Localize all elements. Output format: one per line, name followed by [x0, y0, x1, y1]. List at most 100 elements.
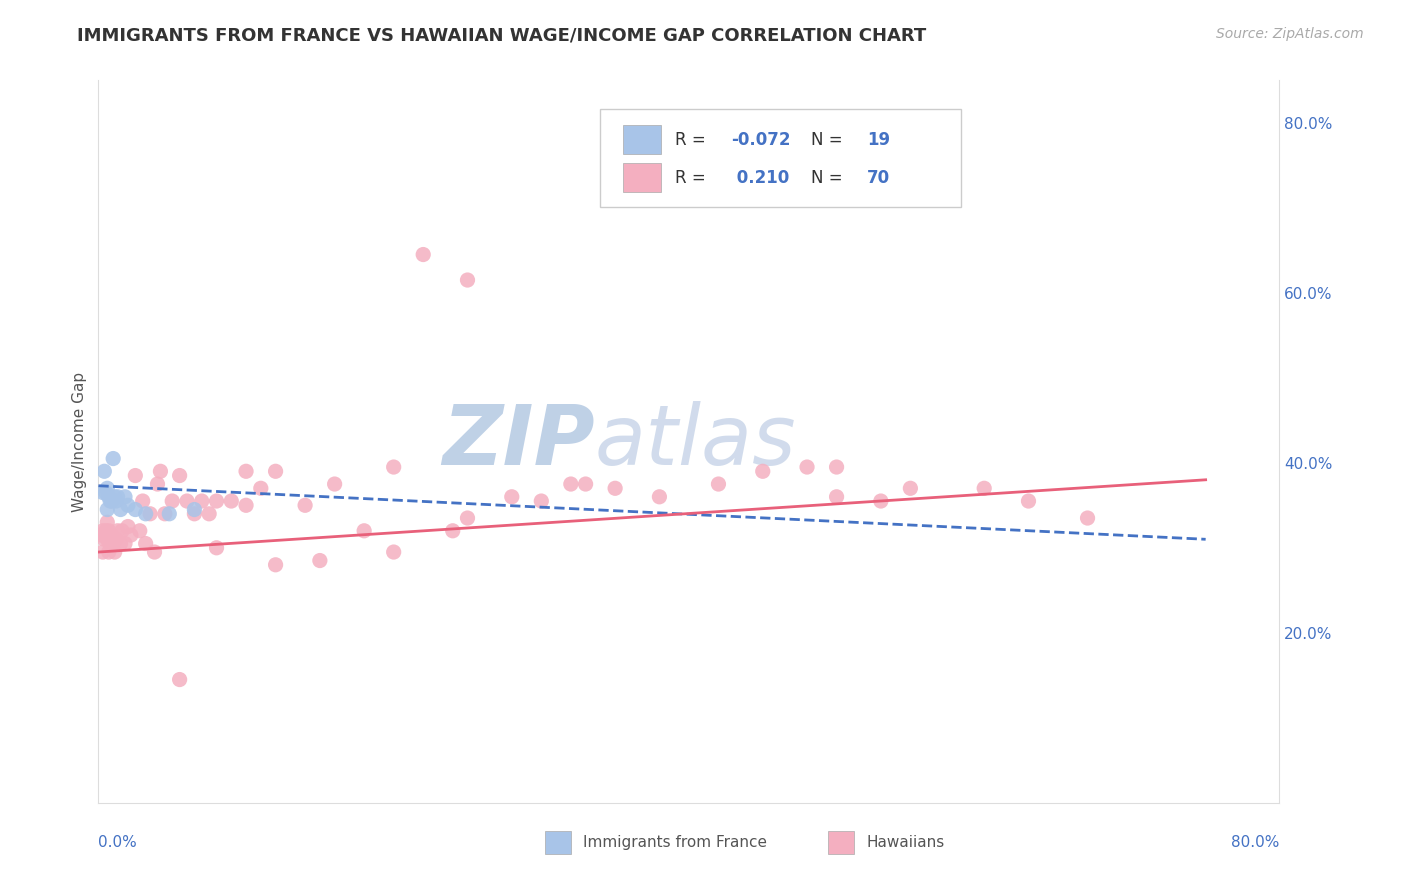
Bar [546, 831, 571, 855]
Y-axis label: Wage/Income Gap: Wage/Income Gap [72, 371, 87, 512]
Point [294, 498, 316, 512]
Point [183, 507, 205, 521]
Point [90, 528, 112, 542]
Point [114, 490, 136, 504]
Point [91, 545, 114, 559]
Point [157, 507, 180, 521]
Point [796, 460, 818, 475]
Point [235, 498, 257, 512]
Text: ZIP: ZIP [441, 401, 595, 482]
Text: atlas: atlas [595, 401, 796, 482]
Point [264, 464, 287, 478]
Point [103, 536, 125, 550]
Point [107, 490, 129, 504]
Point [96, 516, 118, 530]
Text: 19: 19 [868, 131, 890, 149]
Point [162, 494, 183, 508]
Point [221, 494, 243, 508]
Point [124, 468, 146, 483]
Point [149, 464, 172, 478]
Point [107, 524, 129, 538]
Text: 70: 70 [868, 169, 890, 186]
Point [105, 494, 128, 508]
Point [250, 481, 273, 495]
Point [457, 273, 479, 287]
Point [153, 507, 176, 521]
Point [1077, 511, 1099, 525]
Point [135, 507, 157, 521]
Point [309, 553, 332, 567]
Point [97, 490, 120, 504]
Point [93, 464, 115, 478]
Bar [623, 126, 661, 154]
Point [98, 494, 121, 508]
Text: R =: R = [675, 169, 711, 186]
Point [752, 464, 775, 478]
Point [124, 502, 146, 516]
Point [205, 541, 228, 555]
Point [1018, 494, 1040, 508]
Point [117, 519, 139, 533]
Point [560, 477, 582, 491]
Text: IMMIGRANTS FROM FRANCE VS HAWAIIAN WAGE/INCOME GAP CORRELATION CHART: IMMIGRANTS FROM FRANCE VS HAWAIIAN WAGE/… [77, 27, 927, 45]
Text: -0.072: -0.072 [731, 131, 792, 149]
Text: Source: ZipAtlas.com: Source: ZipAtlas.com [1216, 27, 1364, 41]
Bar [623, 163, 661, 193]
Text: R =: R = [675, 131, 711, 149]
Point [205, 494, 228, 508]
Point [825, 460, 848, 475]
Text: 0.0%: 0.0% [98, 835, 138, 850]
Point [98, 536, 121, 550]
Text: N =: N = [811, 131, 848, 149]
Point [94, 485, 117, 500]
Point [169, 468, 191, 483]
Point [183, 502, 205, 516]
Point [530, 494, 553, 508]
Text: 80.0%: 80.0% [1232, 835, 1279, 850]
Point [323, 477, 346, 491]
Point [973, 481, 995, 495]
Point [135, 536, 157, 550]
Text: Hawaiians: Hawaiians [866, 835, 945, 850]
Point [176, 494, 198, 508]
Point [100, 494, 122, 508]
Point [382, 460, 405, 475]
Point [114, 536, 136, 550]
Point [169, 673, 191, 687]
Point [191, 494, 214, 508]
Point [111, 524, 134, 538]
Point [870, 494, 893, 508]
Point [139, 507, 162, 521]
Point [110, 502, 132, 516]
Point [128, 524, 150, 538]
Point [264, 558, 287, 572]
Point [382, 545, 405, 559]
Point [93, 533, 115, 547]
Point [900, 481, 922, 495]
Point [97, 545, 120, 559]
Point [353, 524, 375, 538]
Text: Immigrants from France: Immigrants from France [582, 835, 766, 850]
FancyBboxPatch shape [600, 109, 960, 207]
Point [120, 528, 142, 542]
Point [100, 528, 122, 542]
Point [457, 511, 479, 525]
Point [91, 485, 114, 500]
Point [96, 533, 118, 547]
Point [91, 524, 114, 538]
Point [96, 481, 118, 495]
Point [132, 494, 155, 508]
Bar [828, 831, 855, 855]
Point [707, 477, 730, 491]
Point [104, 545, 127, 559]
Point [235, 464, 257, 478]
Point [96, 502, 118, 516]
Text: 0.210: 0.210 [731, 169, 790, 186]
Point [825, 490, 848, 504]
Point [103, 451, 125, 466]
Point [605, 481, 627, 495]
Point [97, 524, 120, 538]
Point [146, 477, 169, 491]
Point [94, 524, 117, 538]
Point [648, 490, 671, 504]
